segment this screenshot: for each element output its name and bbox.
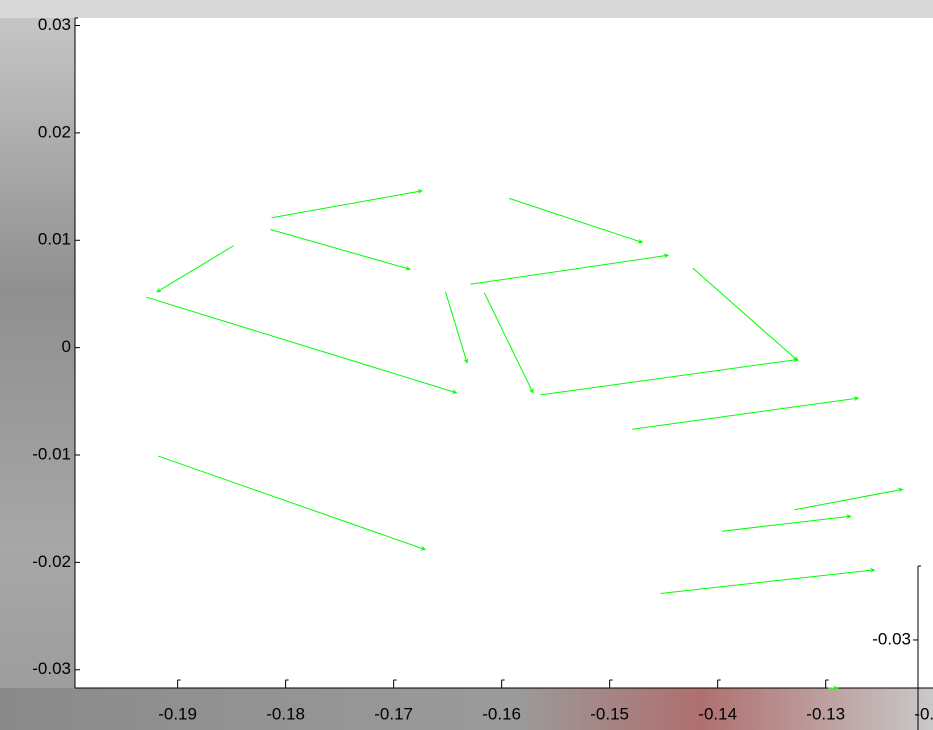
y-tick-label: 0.02 (38, 122, 71, 141)
x-tick-label: -0.18 (266, 704, 305, 723)
background-photo-bottom (0, 688, 933, 730)
page: 0.03 0.02 0.01 0 -0.01 -0.02 -0.03 -0.19 -0.18 -0… (0, 0, 933, 730)
y-tick-label: -0.03 (32, 659, 71, 678)
x-tick-label: -0.19 (158, 704, 197, 723)
y-tick-label: -0.02 (32, 552, 71, 571)
x-tick-label: -0.14 (698, 704, 737, 723)
x-tick-label: -0.12 (914, 704, 933, 723)
x-tick-label: -0.13 (806, 704, 845, 723)
chart: 0.03 0.02 0.01 0 -0.01 -0.02 -0.03 -0.19 -0.18 -0… (0, 0, 933, 730)
plot-area (75, 18, 933, 688)
x-tick-label: -0.16 (482, 704, 521, 723)
y-tick-label: 0.01 (38, 230, 71, 249)
y-tick-label: -0.01 (32, 444, 71, 463)
y-tick-label: 0 (62, 337, 71, 356)
y2-tick-label: -0.03 (872, 629, 911, 648)
y-tick-label: 0.03 (38, 15, 71, 34)
x-tick-label: -0.15 (590, 704, 629, 723)
x-tick-label: -0.17 (374, 704, 413, 723)
background-photo-top (0, 0, 933, 18)
